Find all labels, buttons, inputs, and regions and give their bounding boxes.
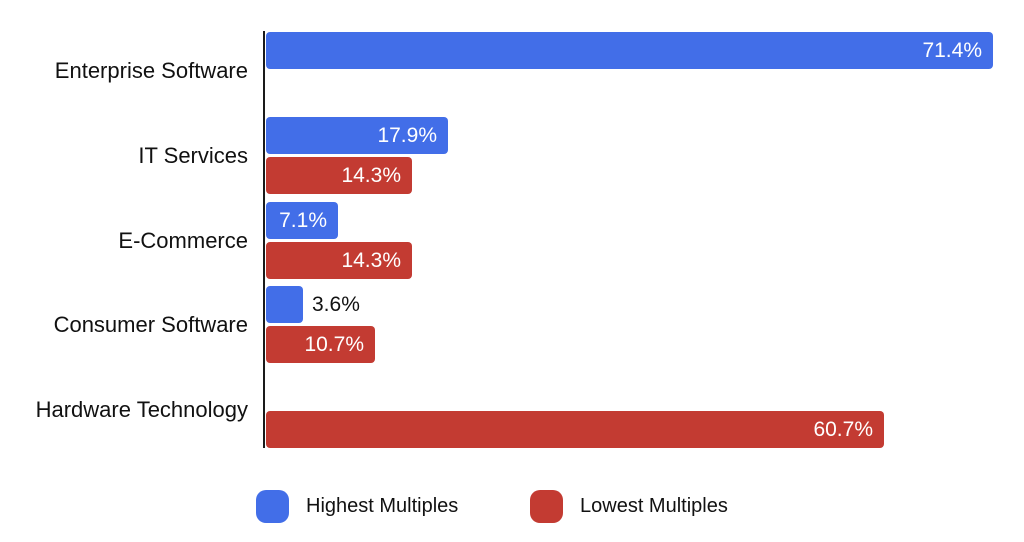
legend-item-lowest-multiples: Lowest Multiples [530,489,728,523]
bar-lowest-multiples-e-commerce: 14.3% [266,242,412,279]
bar-lowest-multiples-it-services: 14.3% [266,157,412,194]
legend-item-highest-multiples: Highest Multiples [256,489,458,523]
bar-highest-multiples-enterprise-software: 71.4% [266,32,993,69]
bar-value-label: 10.7% [304,332,364,356]
bar-value-label: 71.4% [922,38,982,62]
category-label-consumer-software: Consumer Software [53,311,248,337]
y-axis-line [263,31,265,448]
chart-legend: Highest Multiples Lowest Multiples [0,489,1024,525]
category-label-enterprise-software: Enterprise Software [54,57,248,83]
bar-value-label: 3.6% [312,292,360,316]
category-label-hardware-technology: Hardware Technology [35,396,248,422]
bar-lowest-multiples-consumer-software: 10.7% [266,326,375,363]
bar-value-label: 7.1% [279,208,327,232]
category-label-e-commerce: E-Commerce [118,227,248,253]
bar-value-label: 60.7% [813,417,873,441]
legend-label: Lowest Multiples [580,494,728,517]
bar-highest-multiples-consumer-software [266,286,303,323]
bar-highest-multiples-e-commerce: 7.1% [266,202,338,239]
legend-label: Highest Multiples [306,494,459,517]
bar-lowest-multiples-hardware-technology: 60.7% [266,411,884,448]
legend-swatch-highest-multiples [256,489,289,523]
category-label-it-services: IT Services [138,142,248,168]
bar-value-label: 14.3% [341,248,401,272]
bar-highest-multiples-it-services: 17.9% [266,117,448,154]
bar-value-label: 17.9% [377,123,437,147]
legend-swatch-lowest-multiples [530,489,563,523]
bar-value-label: 14.3% [341,163,401,187]
